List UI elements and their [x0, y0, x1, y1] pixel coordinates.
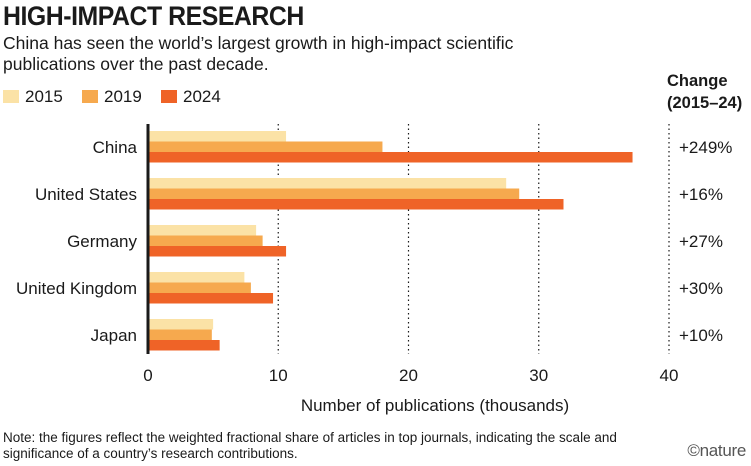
- bar-2015: [148, 225, 257, 236]
- category-label: China: [93, 138, 138, 157]
- x-tick-label: 10: [269, 366, 288, 385]
- change-header-line2: (2015–24): [667, 94, 742, 112]
- legend-label: 2015: [25, 87, 63, 106]
- chart-subtitle: China has seen the world’s largest growt…: [3, 33, 514, 74]
- bar-2015: [148, 319, 214, 330]
- category-label: Japan: [91, 326, 137, 345]
- category-label: United States: [35, 185, 137, 204]
- bar-2024: [148, 340, 220, 351]
- bar-2019: [148, 282, 251, 293]
- bar-2015: [148, 178, 507, 189]
- change-value: +27%: [679, 232, 723, 251]
- x-axis-label: Number of publications (thousands): [301, 396, 569, 415]
- bar-2019: [148, 235, 263, 246]
- bar-2019: [148, 329, 212, 340]
- change-value: +10%: [679, 326, 723, 345]
- bar-2024: [148, 293, 274, 304]
- legend-swatch-2019: [82, 90, 98, 103]
- x-tick-label: 0: [143, 366, 152, 385]
- bar-2024: [148, 199, 564, 210]
- change-value: +16%: [679, 185, 723, 204]
- legend-label: 2019: [104, 87, 142, 106]
- bar-2019: [148, 141, 383, 152]
- x-tick-label: 20: [399, 366, 418, 385]
- chart-title: HIGH-IMPACT RESEARCH: [3, 1, 304, 31]
- bar-2024: [148, 246, 287, 257]
- bar-2019: [148, 188, 520, 199]
- chart-note: Note: the figures reflect the weighted f…: [3, 430, 617, 461]
- nature-logo: ©nature: [687, 441, 746, 460]
- legend-label: 2024: [183, 87, 221, 106]
- bar-2024: [148, 152, 633, 163]
- x-tick-label: 40: [660, 366, 679, 385]
- legend-swatch-2024: [161, 90, 177, 103]
- change-value: +249%: [679, 138, 732, 157]
- change-value: +30%: [679, 279, 723, 298]
- legend-swatch-2015: [3, 90, 19, 103]
- change-header-line1: Change: [667, 72, 728, 90]
- bar-2015: [148, 272, 245, 283]
- category-label: United Kingdom: [16, 279, 137, 298]
- x-tick-label: 30: [529, 366, 548, 385]
- bar-2015: [148, 131, 287, 142]
- category-label: Germany: [67, 232, 137, 251]
